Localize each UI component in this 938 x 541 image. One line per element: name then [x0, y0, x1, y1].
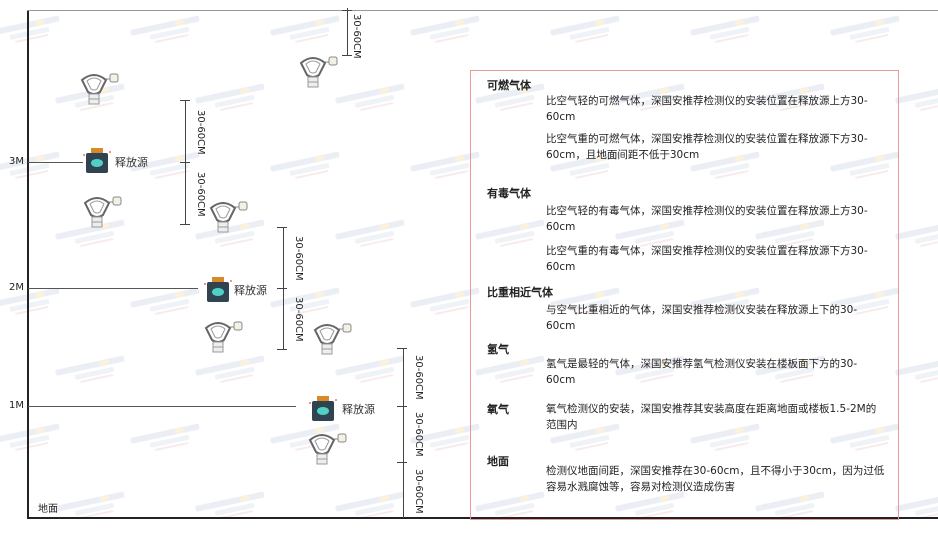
watermark-logo	[335, 355, 405, 383]
section-title: 有毒气体	[487, 187, 531, 200]
watermark-logo	[0, 15, 60, 43]
watermark-logo	[410, 15, 480, 43]
release-source-1m	[308, 394, 338, 428]
section-text: 比空气重的可燃气体，深国安推荐检测仪的安装位置在释放源下方30-60cm，且地面…	[546, 133, 868, 161]
gas-detector-icon	[306, 430, 350, 470]
left-wall	[27, 10, 29, 518]
dimension-label: 30-60CM	[195, 172, 206, 217]
gas-detector-icon	[202, 318, 246, 358]
section-text: 检测仪地面间距，深国安推荐在30-60cm，且不得小于30cm，因为过低容易水溅…	[546, 465, 885, 493]
dimension-label: 30-60CM	[351, 14, 362, 59]
section-text: 比空气重的有毒气体，深国安推荐检测仪的安装位置在释放源下方30-60cm	[546, 245, 868, 273]
dimension-label: 30-60CM	[293, 236, 304, 281]
dimension-label: 30-60CM	[293, 297, 304, 342]
ceiling-line	[27, 10, 938, 11]
watermark-logo	[830, 15, 900, 43]
section-title: 比重相近气体	[487, 286, 553, 299]
gas-detector-icon	[81, 193, 125, 233]
gas-detector-icon	[207, 198, 251, 238]
watermark-logo	[550, 15, 620, 43]
level-2m-line	[28, 288, 198, 289]
dimension-label: 30-60CM	[413, 355, 424, 400]
level-3m: 3M	[9, 156, 24, 167]
gas-detector-icon	[78, 70, 122, 110]
watermark-logo	[690, 15, 760, 43]
section-title: 氧气	[487, 403, 509, 416]
watermark-logo	[130, 287, 200, 315]
section-text: 氢气是最轻的气体，深国安推荐氢气检测仪安装在楼板面下方的30-60cm	[546, 358, 858, 386]
watermark-logo	[130, 423, 200, 451]
source-label-1m: 释放源	[342, 403, 375, 416]
source-label-2m: 释放源	[234, 284, 267, 297]
section-text: 比空气轻的有毒气体，深国安推荐检测仪的安装位置在释放源上方30-60cm	[546, 205, 868, 233]
level-1m-line	[28, 406, 296, 407]
gas-detector-icon	[297, 53, 341, 93]
gas-detector-icon	[311, 320, 355, 360]
watermark-logo	[55, 355, 125, 383]
section-text: 比空气轻的可燃气体，深国安推荐检测仪的安装位置在释放源上方30-60cm	[546, 95, 868, 123]
section-text: 氧气检测仪的安装，深国安推荐其安装高度在距离地面或楼板1.5-2M的范围内	[546, 403, 877, 431]
dimension-line	[347, 8, 348, 56]
watermark-logo	[895, 219, 938, 247]
release-source-3m	[82, 146, 112, 180]
release-source-2m	[203, 275, 233, 309]
watermark-logo	[195, 355, 265, 383]
dimension-label: 30-60CM	[195, 110, 206, 155]
dimension-line	[403, 348, 404, 518]
watermark-logo	[335, 219, 405, 247]
section-title: 地面	[487, 455, 509, 468]
section-title: 可燃气体	[487, 79, 531, 92]
watermark-logo	[270, 287, 340, 315]
ground-label: 地面	[38, 504, 58, 515]
level-3m-line	[28, 162, 83, 163]
watermark-logo	[895, 83, 938, 111]
guidelines-panel: 可燃气体 比空气轻的可燃气体，深国安推荐检测仪的安装位置在释放源上方30-60c…	[470, 70, 899, 520]
watermark-logo	[895, 355, 938, 383]
section-text: 与空气比重相近的气体，深国安推荐检测仪安装在释放源上下的30-60cm	[546, 304, 858, 332]
section-title: 氢气	[487, 343, 509, 356]
ground-line	[27, 517, 938, 519]
watermark-logo	[270, 151, 340, 179]
level-1m: 1M	[9, 400, 24, 411]
watermark-logo	[130, 15, 200, 43]
watermark-logo	[0, 423, 60, 451]
source-label-3m: 释放源	[115, 156, 148, 169]
watermark-logo	[335, 83, 405, 111]
dimension-label: 30-60CM	[413, 469, 424, 514]
watermark-logo	[270, 15, 340, 43]
dimension-label: 30-60CM	[413, 412, 424, 457]
level-2m: 2M	[9, 282, 24, 293]
